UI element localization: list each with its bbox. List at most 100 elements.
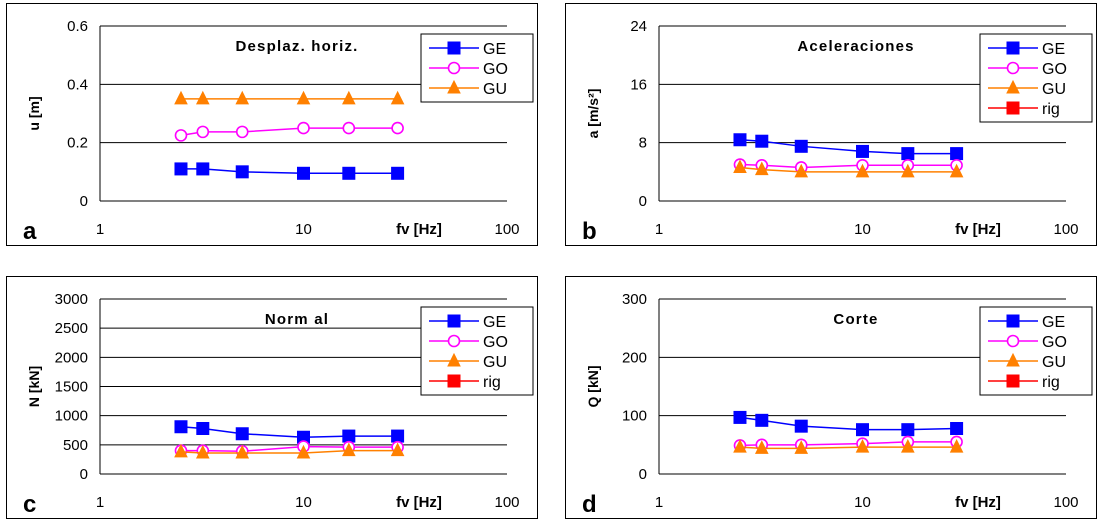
- x-tick-label: 10: [295, 494, 312, 511]
- data-point: [1006, 101, 1020, 115]
- data-point: [1006, 61, 1020, 75]
- series-line: [739, 446, 957, 450]
- data-point: [447, 334, 461, 348]
- data-point: [447, 41, 461, 55]
- series-line: [180, 127, 398, 137]
- series-line: [739, 166, 957, 173]
- chart-title: Aceleraciones: [797, 38, 914, 55]
- data-point: [297, 166, 310, 180]
- data-point: [195, 444, 210, 459]
- legend: GE GO GU: [420, 33, 534, 103]
- x-tick-label: 10: [295, 221, 312, 238]
- data-point: [235, 90, 250, 105]
- series-go: [174, 440, 404, 458]
- data-point: [174, 162, 188, 176]
- series-gu: [733, 159, 964, 178]
- data-point: [196, 162, 210, 176]
- legend-item: GU: [429, 352, 507, 371]
- data-point: [342, 442, 356, 457]
- legend-item: GU: [988, 79, 1066, 98]
- data-point: [174, 129, 188, 142]
- x-axis-label: fv [Hz]: [396, 221, 442, 238]
- data-point: [754, 161, 769, 176]
- x-axis-label: fv [Hz]: [955, 221, 1001, 238]
- y-tick-label: 2500: [55, 320, 88, 337]
- y-tick-label: 3000: [55, 291, 88, 308]
- data-point: [733, 410, 747, 424]
- x-tick-label: 10: [854, 221, 871, 238]
- panel-letter: c: [23, 491, 36, 518]
- data-point: [855, 439, 870, 453]
- data-point: [235, 444, 250, 459]
- series-gu: [174, 90, 405, 105]
- y-tick-label: 2000: [55, 349, 88, 366]
- y-tick-label: 1500: [55, 379, 88, 396]
- y-tick-label: 24: [630, 18, 647, 35]
- data-point: [447, 374, 461, 388]
- data-point: [391, 166, 405, 180]
- series-line: [739, 139, 957, 155]
- data-point: [196, 125, 210, 139]
- data-point: [235, 125, 249, 139]
- data-point: [754, 440, 769, 454]
- series-gu: [174, 442, 405, 459]
- legend-item: GO: [429, 334, 508, 351]
- series-ge: [174, 162, 405, 180]
- data-point: [949, 163, 964, 178]
- data-point: [1006, 41, 1020, 55]
- data-point: [794, 440, 809, 454]
- data-point: [174, 443, 188, 458]
- chart-panel-c: 0 500 1000 1500 2000 2500 3000 1 10 100 fv [Hz] N […: [6, 276, 538, 519]
- chart-title: Norm al: [265, 311, 329, 328]
- legend-box: [979, 33, 1093, 123]
- chart-svg: 0 8 16 24 1 10 100 fv [Hz] a [m/s²] b Aceleracione…: [582, 18, 1093, 245]
- data-point: [342, 121, 356, 135]
- data-point: [447, 79, 461, 94]
- data-point: [1006, 374, 1020, 388]
- y-tick-label: 200: [622, 349, 647, 366]
- x-axis-label: fv [Hz]: [396, 494, 442, 511]
- data-point: [901, 147, 915, 161]
- data-point: [174, 90, 188, 105]
- series-line: [739, 441, 957, 447]
- data-point: [901, 439, 915, 453]
- data-point: [1006, 314, 1020, 328]
- data-point: [755, 134, 769, 148]
- series-go: [733, 158, 963, 174]
- data-point: [1006, 334, 1020, 348]
- legend-label: GO: [1042, 61, 1067, 78]
- y-tick-label: 0: [639, 466, 647, 483]
- chart-title: Corte: [833, 311, 878, 328]
- data-point: [447, 61, 461, 75]
- legend-item: GO: [429, 61, 508, 78]
- legend-box: [420, 306, 534, 396]
- data-point: [390, 442, 405, 457]
- data-point: [1006, 352, 1020, 367]
- data-point: [794, 163, 809, 178]
- legend-label: GU: [483, 354, 507, 371]
- data-point: [391, 121, 404, 135]
- legend-label: rig: [1042, 374, 1060, 391]
- data-point: [901, 423, 915, 437]
- y-tick-label: 0: [80, 466, 88, 483]
- data-point: [949, 439, 964, 453]
- y-tick-label: 1000: [55, 408, 88, 425]
- legend-label: GO: [483, 61, 508, 78]
- series-ge: [733, 410, 964, 437]
- x-tick-label: 10: [854, 494, 871, 511]
- data-point: [733, 159, 747, 173]
- x-tick-label: 1: [655, 494, 663, 511]
- series-line: [180, 426, 398, 439]
- x-tick-label: 100: [494, 494, 519, 511]
- x-tick-label: 100: [1053, 221, 1078, 238]
- data-point: [755, 413, 769, 427]
- legend-item: rig: [988, 374, 1060, 391]
- data-point: [296, 444, 311, 459]
- series-go: [174, 121, 404, 142]
- data-point: [342, 90, 356, 105]
- data-point: [342, 429, 356, 443]
- y-tick-label: 0.6: [67, 18, 88, 35]
- y-tick-label: 8: [639, 135, 647, 152]
- series-line: [180, 168, 398, 175]
